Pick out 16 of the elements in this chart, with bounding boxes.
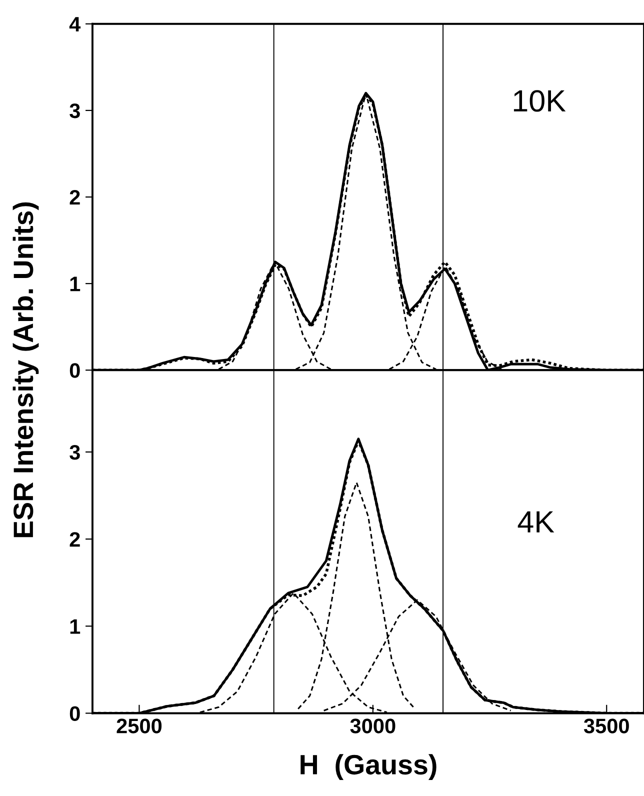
x-tick-label: 3500	[584, 718, 629, 734]
y-tick-label: 0	[70, 363, 80, 378]
y-tick-label: 0	[70, 706, 80, 721]
annotation: 10K	[514, 90, 566, 112]
x-tick-label: 2500	[116, 718, 162, 734]
y-tick-label: 1	[70, 276, 80, 292]
y-tick-label: 3	[70, 444, 80, 460]
y-tick-label: 4	[69, 17, 81, 32]
y-axis-title: ESR Intensity (Arb. Units)	[12, 202, 39, 538]
annotation: 4K	[518, 511, 554, 532]
x-axis-title: H (Gauss)	[300, 754, 436, 780]
y-tick-label: 1	[70, 619, 80, 634]
y-tick-label: 3	[70, 103, 80, 118]
y-tick-label: 2	[70, 190, 80, 205]
y-tick-label: 2	[70, 532, 80, 547]
x-tick-label: 3000	[350, 718, 396, 734]
